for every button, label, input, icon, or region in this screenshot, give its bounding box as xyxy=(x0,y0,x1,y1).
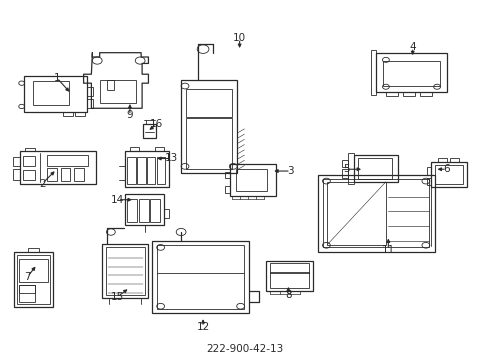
Bar xyxy=(157,157,164,184)
Text: 11: 11 xyxy=(381,245,394,255)
Bar xyxy=(20,151,96,184)
Bar xyxy=(419,92,431,96)
Bar xyxy=(147,157,155,184)
Text: 6: 6 xyxy=(443,164,449,174)
Bar xyxy=(127,157,136,184)
Bar xyxy=(13,169,20,180)
Bar xyxy=(270,273,308,288)
Bar xyxy=(357,158,391,179)
Bar xyxy=(19,285,35,293)
Bar xyxy=(434,165,463,184)
Bar xyxy=(17,255,50,305)
Bar xyxy=(150,199,160,222)
Bar xyxy=(270,263,308,273)
Text: 14: 14 xyxy=(111,195,124,205)
Bar xyxy=(347,153,353,184)
Bar xyxy=(426,178,430,185)
Bar xyxy=(28,248,39,252)
Bar xyxy=(25,148,35,151)
Text: 222-900-42-13: 222-900-42-13 xyxy=(205,343,283,354)
Bar xyxy=(33,81,69,105)
Bar xyxy=(130,147,139,151)
Bar xyxy=(61,168,70,181)
Bar xyxy=(139,199,148,222)
Bar xyxy=(13,157,20,166)
Bar xyxy=(224,172,229,178)
Bar xyxy=(142,124,156,138)
Text: 5: 5 xyxy=(343,164,349,174)
Bar xyxy=(19,259,48,282)
Bar xyxy=(75,112,85,116)
Bar xyxy=(437,158,446,162)
Bar xyxy=(63,112,73,116)
Bar xyxy=(100,80,136,103)
Bar xyxy=(375,53,446,92)
Bar xyxy=(19,285,35,302)
Bar xyxy=(341,160,347,167)
Bar xyxy=(402,92,414,96)
Text: 4: 4 xyxy=(408,42,415,52)
Bar xyxy=(181,80,237,173)
Bar xyxy=(163,209,168,218)
Bar xyxy=(341,169,347,178)
Bar xyxy=(155,147,163,151)
Bar xyxy=(87,87,93,96)
Bar xyxy=(106,247,144,296)
Text: 13: 13 xyxy=(164,153,178,163)
Bar xyxy=(22,170,35,180)
Bar xyxy=(137,157,145,184)
Text: 8: 8 xyxy=(285,290,291,300)
Bar xyxy=(127,199,137,222)
Bar xyxy=(22,156,35,166)
Text: 1: 1 xyxy=(53,73,60,83)
Bar xyxy=(24,76,87,112)
Bar xyxy=(87,99,93,108)
Text: 16: 16 xyxy=(150,120,163,129)
Text: 15: 15 xyxy=(111,292,124,302)
Text: 2: 2 xyxy=(39,179,45,189)
Bar xyxy=(102,244,148,298)
Bar xyxy=(14,252,53,307)
Bar xyxy=(125,194,163,225)
Bar xyxy=(327,182,385,244)
Bar xyxy=(430,162,467,187)
Bar xyxy=(47,168,57,181)
Bar xyxy=(235,169,267,191)
Bar xyxy=(426,167,430,175)
Bar xyxy=(74,168,84,181)
Bar xyxy=(385,92,397,96)
Bar xyxy=(185,118,232,169)
Bar xyxy=(449,158,458,162)
Bar xyxy=(383,60,439,86)
Bar xyxy=(370,50,375,95)
Text: 10: 10 xyxy=(233,33,245,43)
Text: 7: 7 xyxy=(24,272,31,282)
Bar xyxy=(224,186,229,193)
Bar xyxy=(125,151,168,187)
Bar xyxy=(353,155,397,182)
Bar xyxy=(317,175,434,252)
Bar xyxy=(107,80,114,90)
Bar xyxy=(229,164,276,196)
Bar xyxy=(157,244,244,309)
Bar xyxy=(266,261,312,291)
Bar xyxy=(152,241,249,313)
Bar xyxy=(47,155,88,166)
Text: 9: 9 xyxy=(126,111,133,121)
Bar xyxy=(185,89,232,117)
Text: 3: 3 xyxy=(287,166,294,176)
Text: 12: 12 xyxy=(196,322,209,332)
Bar xyxy=(323,179,428,247)
